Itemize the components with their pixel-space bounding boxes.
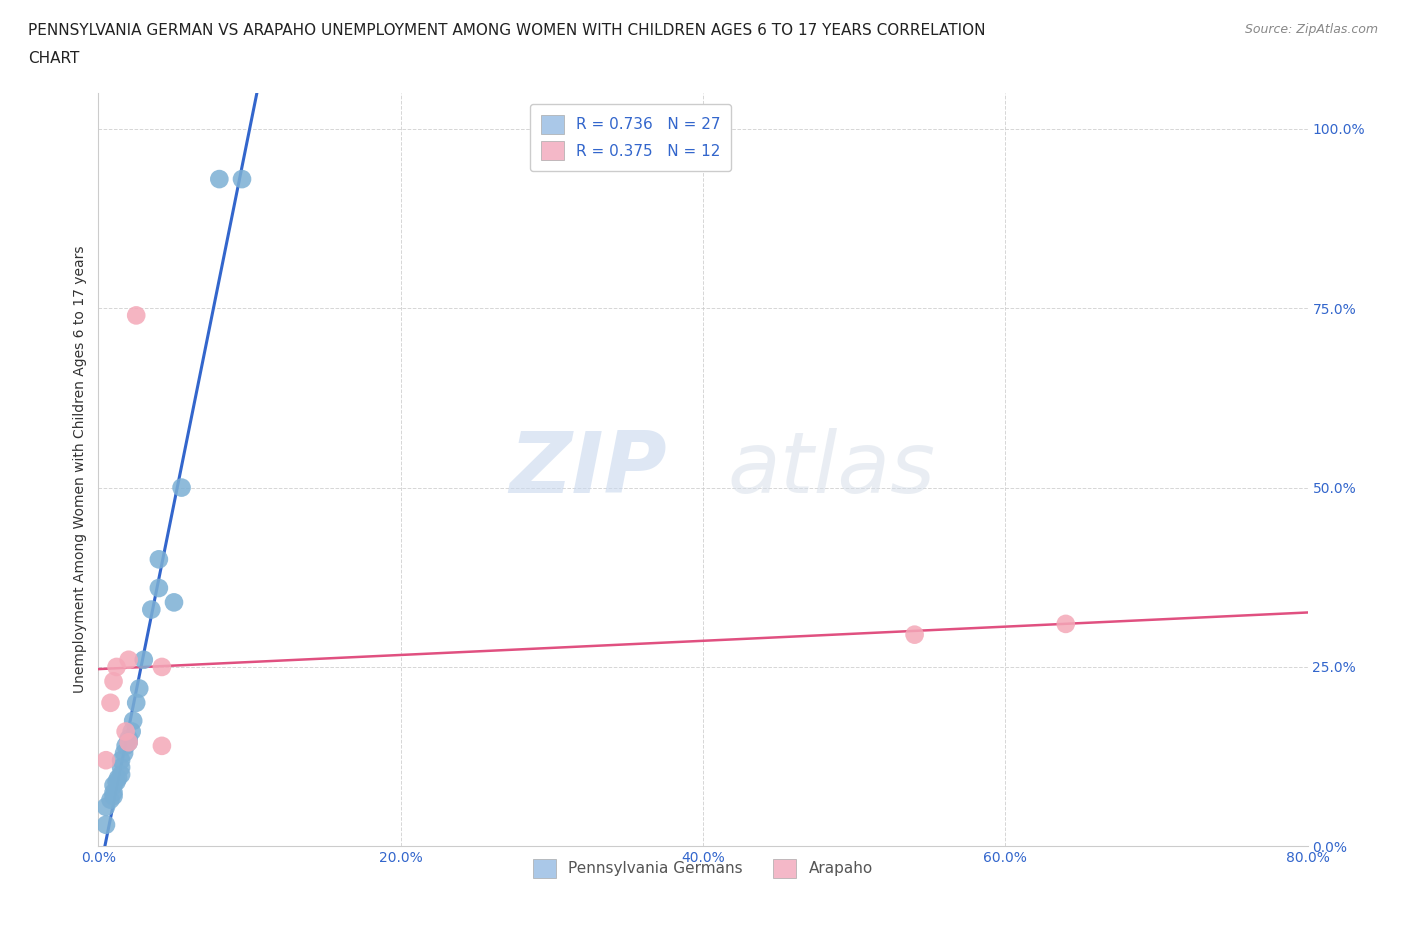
Point [148, 551, 170, 566]
Text: Source: ZipAtlas.com: Source: ZipAtlas.com [1244, 23, 1378, 36]
Point [148, 580, 170, 595]
Point [103, 789, 125, 804]
Point [150, 659, 173, 674]
Point [103, 785, 125, 800]
Y-axis label: Unemployment Among Women with Children Ages 6 to 17 years: Unemployment Among Women with Children A… [73, 246, 87, 694]
Point [110, 767, 132, 782]
Point [114, 724, 136, 739]
Point [107, 771, 129, 786]
Point [118, 735, 141, 750]
Point [94, 800, 117, 815]
Point [100, 792, 122, 807]
Point [208, 172, 231, 187]
Text: PENNSYLVANIA GERMAN VS ARAPAHO UNEMPLOYMENT AMONG WOMEN WITH CHILDREN AGES 6 TO : PENNSYLVANIA GERMAN VS ARAPAHO UNEMPLOYM… [28, 23, 986, 38]
Text: ZIP: ZIP [509, 428, 666, 512]
Text: CHART: CHART [28, 51, 80, 66]
Point [110, 760, 132, 775]
Point [904, 627, 927, 642]
Point [125, 308, 148, 323]
Text: atlas: atlas [727, 428, 935, 512]
Legend: Pennsylvania Germans, Arapaho: Pennsylvania Germans, Arapaho [527, 853, 879, 884]
Point [94, 817, 117, 832]
Point [110, 752, 132, 767]
Point [231, 172, 253, 187]
Point [94, 752, 117, 767]
Point [105, 659, 128, 674]
Point [103, 674, 125, 689]
Point [150, 738, 173, 753]
Point [122, 713, 145, 728]
Point [128, 681, 150, 696]
Point [141, 602, 163, 617]
Point [118, 731, 141, 746]
Point [125, 696, 148, 711]
Point [100, 696, 122, 711]
Point [112, 746, 135, 761]
Point [170, 480, 193, 495]
Point [132, 652, 155, 667]
Point [121, 724, 143, 739]
Point [103, 777, 125, 792]
Point [114, 738, 136, 753]
Point [105, 775, 128, 790]
Point [163, 595, 186, 610]
Point [1054, 617, 1077, 631]
Point [118, 652, 141, 667]
Point [118, 735, 141, 750]
